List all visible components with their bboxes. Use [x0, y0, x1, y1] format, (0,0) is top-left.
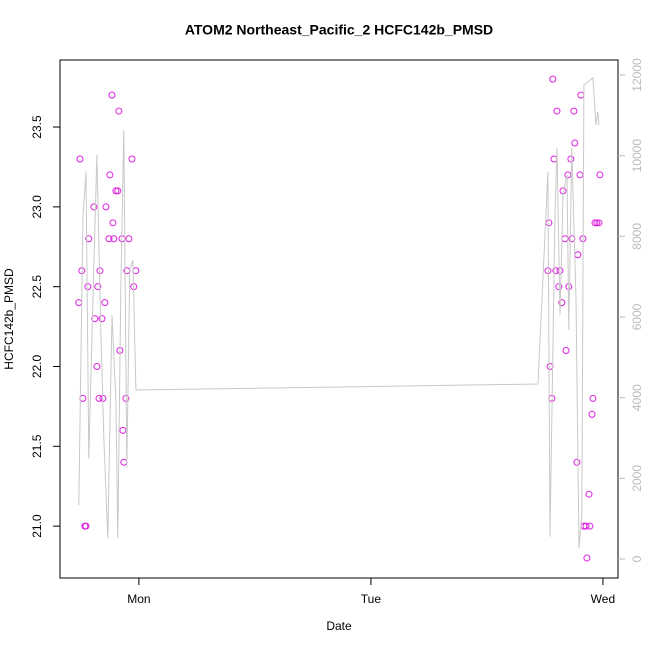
point [568, 235, 576, 243]
plot-box [59, 59, 619, 579]
point [119, 426, 127, 434]
y2-tick-label: 12000 [630, 58, 644, 92]
point [101, 299, 109, 307]
point [571, 139, 579, 147]
point [558, 299, 566, 307]
y2-tick-label: 10000 [630, 139, 644, 173]
point [585, 490, 593, 498]
point [576, 171, 584, 179]
point [98, 315, 106, 323]
point [553, 107, 561, 115]
point [106, 171, 114, 179]
x-tick-label: Wed [591, 592, 615, 606]
point [105, 235, 113, 243]
point [110, 235, 118, 243]
point [595, 219, 603, 227]
point [95, 394, 103, 402]
point [115, 107, 123, 115]
point [84, 283, 92, 291]
point [588, 410, 596, 418]
point [593, 219, 601, 227]
point [555, 283, 563, 291]
y2-tick-label: 2000 [630, 465, 644, 492]
y2-tick-label: 4000 [630, 384, 644, 411]
point [586, 522, 594, 530]
point [82, 522, 90, 530]
point [583, 554, 591, 562]
y2-tick-label: 0 [630, 555, 644, 562]
point [570, 107, 578, 115]
y-tick-label: 21.0 [30, 514, 44, 538]
point [85, 235, 93, 243]
y-tick-label: 22.5 [30, 275, 44, 299]
point [591, 219, 599, 227]
x-axis-label: Date [326, 619, 352, 633]
chart-title: ATOM2 Northeast_Pacific_2 HCFC142b_PMSD [185, 22, 493, 38]
x-tick-label: Tue [361, 592, 382, 606]
point [90, 203, 98, 211]
point [76, 155, 84, 163]
line [78, 76, 600, 549]
point [112, 187, 120, 195]
point [125, 235, 133, 243]
point [128, 155, 136, 163]
point [93, 362, 101, 370]
y-tick-label: 22.0 [30, 354, 44, 378]
point [562, 347, 570, 355]
x-tick-label: Mon [127, 592, 150, 606]
point [94, 283, 102, 291]
point [114, 187, 122, 195]
y-tick-label: 23.5 [30, 115, 44, 139]
point [102, 203, 110, 211]
point [109, 219, 117, 227]
point [596, 171, 604, 179]
point [582, 522, 590, 530]
point [573, 458, 581, 466]
point [589, 394, 597, 402]
point [544, 267, 552, 275]
y2-tick-label: 6000 [630, 303, 644, 330]
point [556, 267, 564, 275]
point [108, 91, 116, 99]
y-tick-label: 23.0 [30, 195, 44, 219]
y-tick-label: 21.5 [30, 434, 44, 458]
y-axis-label: HCFC142b_PMSD [2, 268, 16, 370]
y2-tick-label: 8000 [630, 223, 644, 250]
point [567, 155, 575, 163]
point [91, 315, 99, 323]
point [549, 75, 557, 83]
